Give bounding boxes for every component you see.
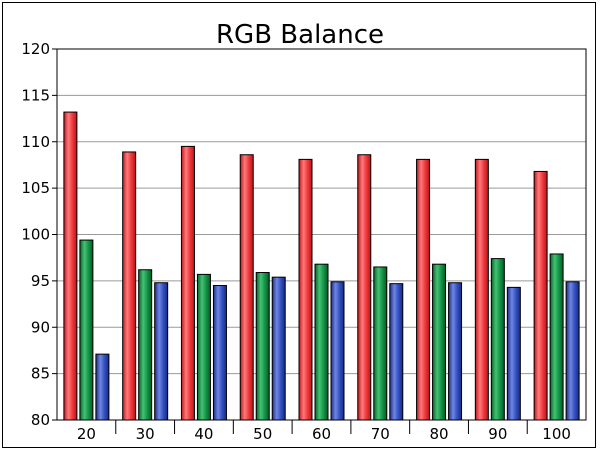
x-tick-label: 100 [542,425,571,443]
plot-area [56,48,587,421]
bar-green-20 [79,239,94,421]
bar-green-60 [314,263,329,421]
chart-title: RGB Balance [216,20,384,50]
bar-blue-100 [565,281,580,421]
y-tick-label: 110 [21,133,50,151]
bar-green-30 [138,269,153,421]
bar-green-80 [432,263,447,421]
bar-blue-30 [154,282,169,421]
bar-blue-80 [448,282,463,421]
y-tick-label: 95 [31,272,50,290]
bar-red-30 [122,151,137,421]
bar-red-90 [474,158,489,421]
bar-blue-50 [271,276,286,421]
bar-red-100 [533,170,548,421]
x-tick-label: 90 [488,425,507,443]
bar-blue-70 [389,283,404,421]
bar-red-50 [239,154,254,421]
y-tick-label: 105 [21,179,50,197]
x-tick-label: 50 [253,425,272,443]
x-tick-label: 70 [371,425,390,443]
x-tick-label: 20 [77,425,96,443]
bar-red-20 [63,111,78,421]
bar-blue-90 [506,286,521,421]
bar-blue-40 [212,285,227,421]
y-tick-label: 90 [31,318,50,336]
bar-green-50 [255,272,270,421]
bar-red-60 [298,158,313,421]
bar-red-40 [180,145,195,421]
x-tick-label: 80 [430,425,449,443]
y-tick-label: 115 [21,86,50,104]
bar-green-100 [549,253,564,421]
bar-green-40 [196,273,211,421]
y-tick-label: 80 [31,411,50,429]
bar-blue-60 [330,281,345,421]
y-tick-label: 100 [21,226,50,244]
x-tick-label: 30 [136,425,155,443]
bar-red-80 [416,158,431,421]
y-tick-label: 120 [21,40,50,58]
bar-green-70 [373,266,388,421]
y-tick-label: 85 [31,365,50,383]
bar-red-70 [357,154,372,421]
bar-green-90 [490,258,505,421]
bar-blue-20 [95,353,110,421]
x-tick-label: 40 [194,425,213,443]
x-tick-label: 60 [312,425,331,443]
